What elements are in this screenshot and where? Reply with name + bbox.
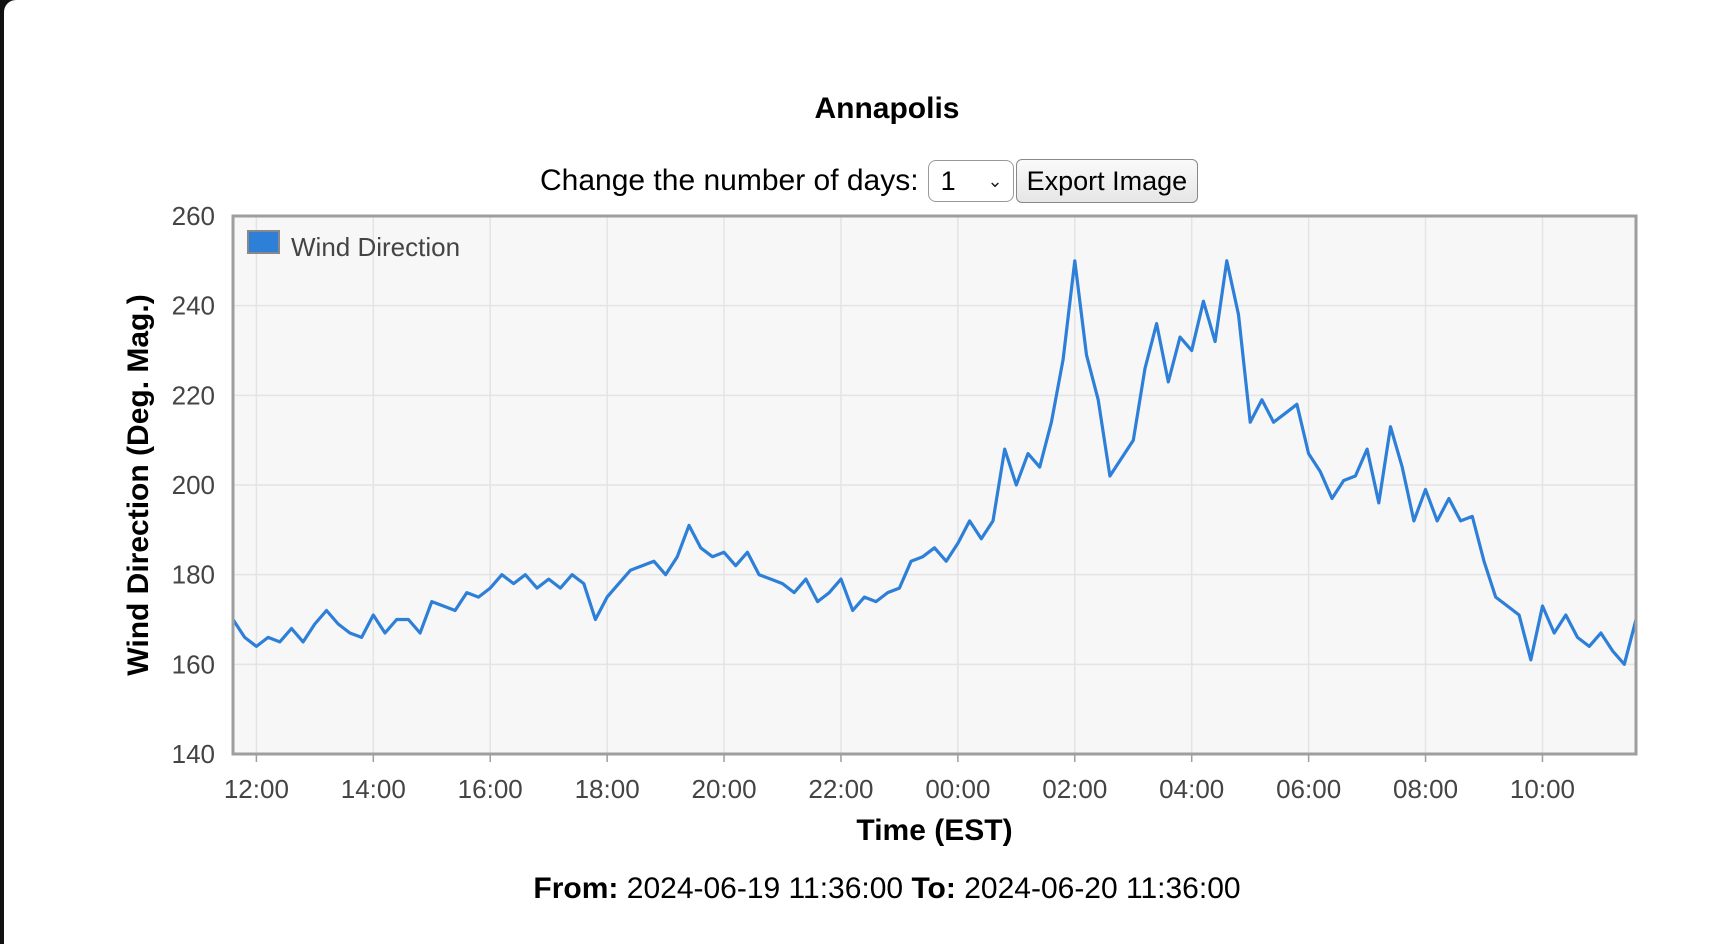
y-tick-label: 140 <box>172 739 215 769</box>
chevron-down-icon: ⌄ <box>987 170 1003 191</box>
plot-frame <box>231 214 1638 756</box>
legend-swatch <box>247 230 280 254</box>
legend: Wind Direction <box>247 230 460 262</box>
y-tick-label: 260 <box>172 201 215 231</box>
days-select-value: 1 <box>940 165 956 196</box>
export-image-button[interactable]: Export Image <box>1015 159 1199 203</box>
x-tick-label: 10:00 <box>1510 774 1575 804</box>
y-tick-label: 240 <box>172 291 215 321</box>
y-tick-label: 200 <box>172 470 215 500</box>
station-title: Annapolis <box>814 92 960 125</box>
y-axis-ticks: 140 160 180 200 220 240 260 <box>172 201 215 769</box>
to-label: To: <box>911 872 956 905</box>
x-tick-label: 00:00 <box>925 774 990 804</box>
x-tick-label: 12:00 <box>224 774 289 804</box>
x-tick-label: 08:00 <box>1393 774 1458 804</box>
x-tick-label: 02:00 <box>1042 774 1107 804</box>
x-tick-label: 18:00 <box>575 774 640 804</box>
x-gridlines <box>255 216 1544 762</box>
x-tick-label: 04:00 <box>1159 774 1224 804</box>
x-tick-label: 14:00 <box>341 774 406 804</box>
from-label: From: <box>533 872 619 905</box>
y-tick-label: 180 <box>172 560 215 590</box>
x-tick-label: 16:00 <box>458 774 523 804</box>
x-tick-label: 22:00 <box>808 774 873 804</box>
chart-controls: Change the number of days: 1 ⌄ Export Im… <box>540 158 1199 204</box>
legend-label-wind-direction: Wind Direction <box>291 232 460 262</box>
days-label: Change the number of days: <box>540 164 919 197</box>
y-tick-label: 220 <box>172 380 215 410</box>
x-axis-ticks: 12:00 14:00 16:00 18:00 20:00 22:00 00:00 02:00… <box>224 774 1575 804</box>
x-axis-label: Time (EST) <box>856 814 1012 847</box>
to-value: 2024-06-20 11:36:00 <box>964 872 1241 905</box>
y-tick-label: 160 <box>172 649 215 679</box>
date-range: From: 2024-06-19 11:36:00 To: 2024-06-20… <box>0 872 1734 906</box>
y-axis-label: Wind Direction (Deg. Mag.) <box>122 294 155 675</box>
series-line-wind-direction <box>231 259 1638 666</box>
from-value: 2024-06-19 11:36:00 <box>626 872 904 905</box>
x-tick-label: 06:00 <box>1276 774 1341 804</box>
days-select[interactable]: 1 ⌄ <box>927 160 1014 202</box>
x-tick-label: 20:00 <box>692 774 757 804</box>
